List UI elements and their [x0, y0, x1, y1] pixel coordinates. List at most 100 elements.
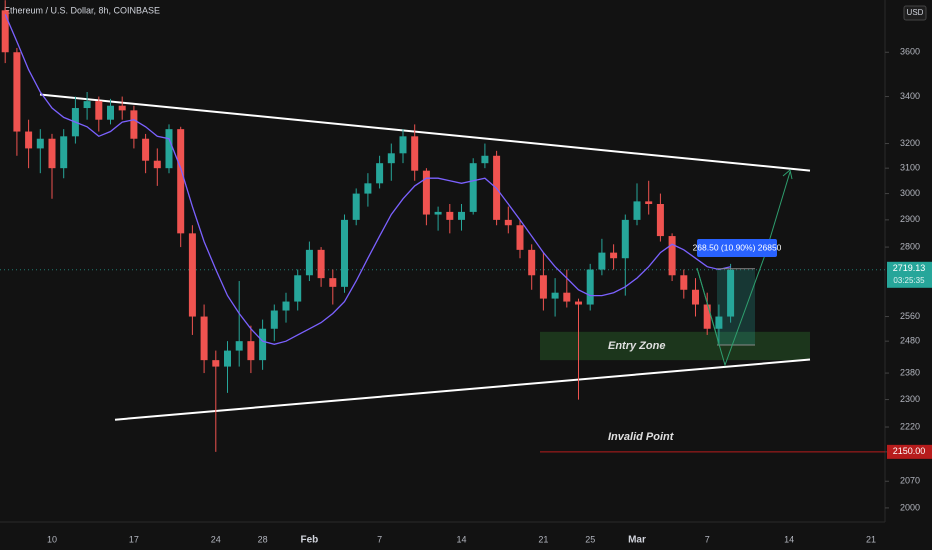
candle-body: [329, 278, 337, 287]
candle-body: [528, 249, 536, 276]
y-tick-label: 2220: [900, 421, 920, 431]
candle-body: [60, 136, 68, 169]
y-tick-label: 2900: [900, 214, 920, 224]
x-tick-label: 14: [456, 534, 466, 544]
x-tick-label: 14: [784, 534, 794, 544]
x-tick-label: 7: [377, 534, 382, 544]
position-label: 268.50 (10.90%) 26850: [693, 242, 782, 252]
candle-body: [305, 249, 313, 276]
x-tick-label: 17: [129, 534, 139, 544]
candle-body: [212, 360, 220, 367]
x-tick-label: 21: [538, 534, 548, 544]
candle-body: [481, 155, 489, 164]
candle-body: [130, 110, 138, 139]
y-tick-label: 2070: [900, 476, 920, 486]
candle-body: [224, 350, 231, 367]
candle-body: [352, 193, 360, 220]
candle-body: [25, 131, 33, 149]
candle-body: [539, 275, 547, 299]
candle-body: [516, 225, 524, 250]
candle-body: [411, 136, 419, 171]
current-price-tag: [887, 261, 932, 288]
candle-body: [48, 138, 56, 169]
candle-body: [703, 304, 711, 329]
candle-body: [656, 203, 664, 237]
current-price-label: 2719.13: [893, 263, 926, 273]
candle-body: [118, 105, 126, 111]
position-box: [717, 269, 755, 345]
invalid-price-label: 2150.00: [893, 446, 926, 456]
candle-body: [586, 269, 594, 305]
chart-title: Ethereum / U.S. Dollar, 8h, COINBASE: [4, 5, 160, 15]
y-tick-label: 2300: [900, 394, 920, 404]
projection-2: [696, 267, 719, 341]
candle-body: [469, 163, 477, 212]
moving-average: [4, 14, 731, 345]
candle-body: [458, 211, 465, 220]
support-line: [114, 358, 811, 421]
invalid-price-tag: [887, 444, 932, 459]
candle-body: [83, 101, 91, 109]
candle-body: [259, 328, 267, 361]
candle-body: [504, 219, 512, 226]
candle-body: [387, 153, 395, 164]
y-tick-label: 2000: [900, 502, 920, 512]
candle-body: [247, 341, 255, 361]
candle-body: [598, 252, 606, 270]
x-tick-label: 10: [47, 534, 57, 544]
candle-body: [317, 249, 325, 279]
candle-body: [142, 138, 150, 161]
candle-body: [13, 52, 21, 132]
candle-body: [165, 129, 173, 169]
y-tick-label: 2380: [900, 367, 920, 377]
candle-body: [282, 301, 290, 311]
candle-body: [95, 101, 103, 120]
candle-body: [610, 252, 618, 259]
x-tick-label: Mar: [628, 535, 646, 546]
y-tick-label: 2560: [900, 311, 920, 321]
candle-body: [668, 236, 676, 276]
y-tick-label: 2480: [900, 336, 920, 346]
y-tick-label: 3000: [900, 188, 920, 198]
candle-body: [680, 275, 688, 290]
resistance-line: [39, 93, 811, 172]
candle-body: [633, 201, 641, 220]
position-label-box: [697, 239, 777, 257]
y-tick-label: 3400: [900, 91, 920, 101]
candle-body: [341, 219, 348, 287]
currency: USD: [907, 8, 924, 17]
x-tick-label: 24: [211, 534, 221, 544]
candle-body: [153, 160, 161, 169]
candle-body: [645, 201, 653, 204]
candle-body: [36, 138, 44, 149]
countdown: 03:25:35: [893, 276, 925, 285]
candle-body: [364, 183, 372, 194]
candle-body: [715, 316, 723, 329]
candle-body: [551, 292, 559, 299]
y-tick-label: 3600: [900, 47, 920, 57]
x-tick-label: 28: [258, 534, 268, 544]
candle-body: [200, 316, 208, 361]
x-tick-label: 7: [705, 534, 710, 544]
candle-body: [399, 136, 407, 154]
entry-zone: [540, 331, 810, 361]
entry-zone-label: Entry Zone: [608, 340, 665, 352]
candle-body: [270, 310, 278, 329]
candle-body: [563, 292, 571, 302]
candle-body: [727, 269, 735, 317]
y-tick-label: 2800: [900, 241, 920, 251]
candle-body: [575, 301, 582, 305]
candle-body: [422, 170, 430, 215]
x-tick-label: Feb: [301, 535, 319, 546]
candle-body: [434, 211, 442, 215]
candle-body: [446, 211, 454, 220]
x-tick-label: 25: [585, 534, 595, 544]
currency-badge[interactable]: [903, 5, 927, 21]
y-tick-label: 3100: [900, 163, 920, 173]
invalid-label: Invalid Point: [608, 431, 675, 443]
candle-body: [1, 10, 9, 53]
x-tick-label: 21: [866, 534, 876, 544]
